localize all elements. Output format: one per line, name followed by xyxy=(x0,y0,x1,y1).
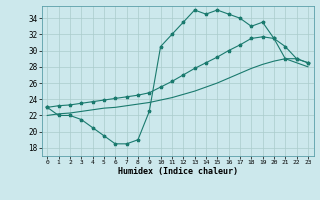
X-axis label: Humidex (Indice chaleur): Humidex (Indice chaleur) xyxy=(118,167,237,176)
